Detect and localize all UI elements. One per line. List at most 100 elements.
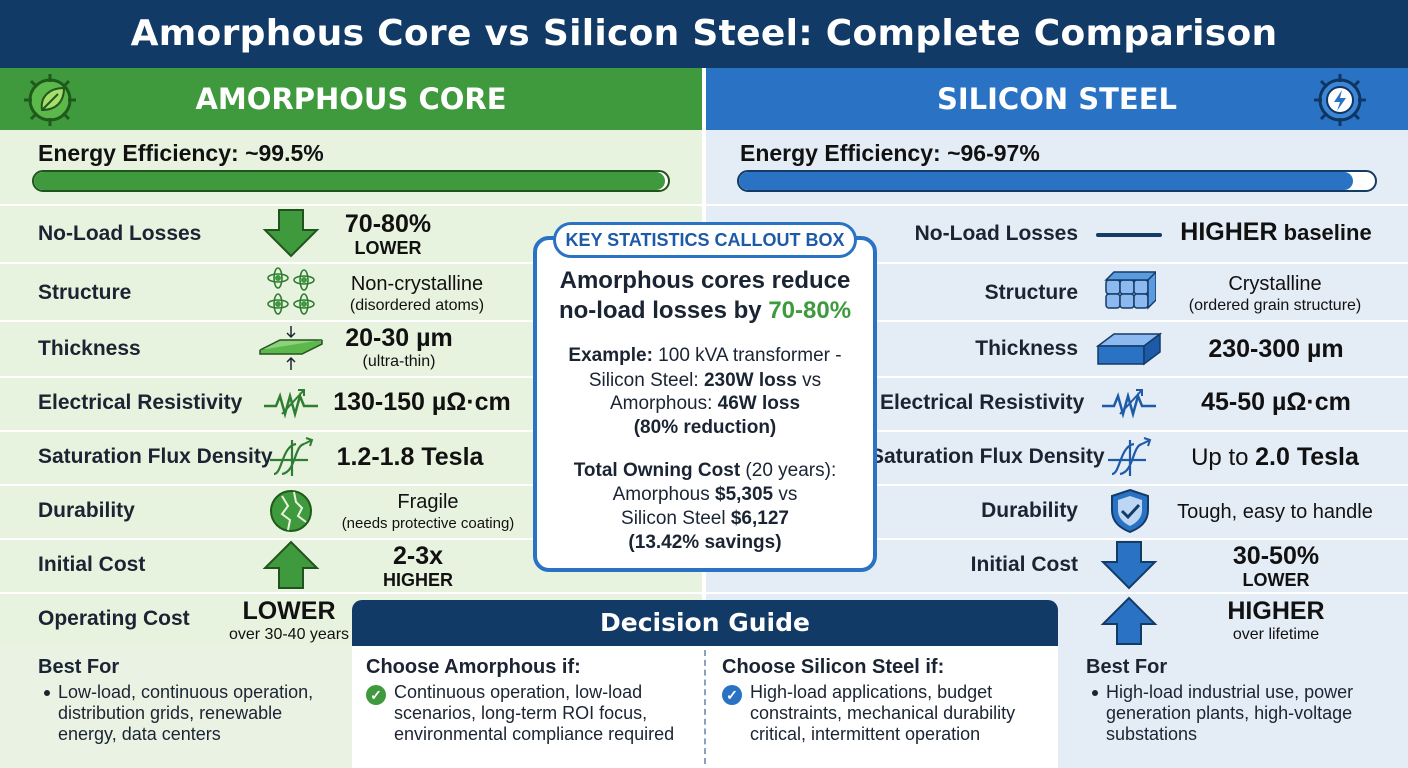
callout-example-line-1: Example: 100 kVA transformer - — [545, 345, 865, 367]
hysteresis-icon — [1108, 437, 1152, 476]
cracked-sphere-icon — [270, 490, 312, 532]
thin-sheet-icon — [259, 326, 323, 370]
amorphous-resistivity-value: 130-150 µΩ·cm — [332, 388, 512, 416]
amorphous-structure-sub: (disordered atoms) — [349, 297, 485, 314]
silicon-efficiency-label: Energy Efficiency: ~96-97% — [740, 140, 1040, 166]
amorphous-operating-cost-sub: over 30-40 years — [228, 626, 350, 643]
amorphous-flux-value: 1.2-1.8 Tesla — [330, 443, 490, 471]
dash-icon — [1096, 233, 1162, 237]
amorphous-initial-cost-sub: HIGHER — [382, 570, 453, 590]
decision-silicon-title: Choose Silicon Steel if: — [722, 656, 945, 678]
silicon-structure-label: Structure — [984, 281, 1078, 304]
callout-headline: Amorphous cores reduce no-load losses by… — [545, 266, 865, 326]
callout-toc-text-2b: $5,305 — [715, 484, 774, 505]
callout-example-label: Example: — [568, 345, 653, 366]
callout-toc-text-2c: vs — [773, 484, 798, 505]
silicon-initial-cost-number: 30-50% — [1232, 542, 1320, 570]
silicon-no-load-value: HIGHER baseline — [1176, 220, 1376, 246]
amorphous-efficiency-bar — [32, 170, 670, 192]
amorphous-durability-value: Fragile (needs protective coating) — [334, 490, 522, 534]
silicon-structure-main: Crystalline — [1228, 273, 1322, 295]
decision-guide-title: Decision Guide — [352, 600, 1058, 646]
silicon-operating-cost-sub: over lifetime — [1232, 626, 1320, 643]
callout-example-text-1: 100 kVA transformer - — [652, 345, 842, 366]
silicon-flux-pre: Up to — [1191, 444, 1256, 471]
callout-toc-line-2: Amorphous $5,305 vs — [545, 484, 865, 506]
amorphous-flux-label: Saturation Flux Density — [38, 445, 273, 468]
silicon-operating-cost-main: HIGHER — [1227, 597, 1325, 625]
amorphous-durability-main: Fragile — [397, 491, 459, 513]
silicon-durability-label: Durability — [981, 499, 1078, 522]
callout-toc-text-3b: $6,127 — [730, 508, 789, 529]
amorphous-efficiency-label: Energy Efficiency: ~99.5% — [38, 140, 324, 166]
shield-check-icon — [1111, 488, 1149, 534]
callout-tag: KEY STATISTICS CALLOUT BOX — [553, 222, 857, 258]
callout-example-text-3b: 46W loss — [717, 393, 801, 414]
amorphous-no-load-sub: LOWER — [354, 238, 422, 258]
callout-example-text-2b: 230W loss — [703, 370, 797, 391]
callout-toc-text-2a: Amorphous — [612, 484, 716, 505]
silicon-thickness-number: 230-300 µm — [1208, 335, 1344, 363]
crystal-grain-icon — [1104, 270, 1156, 310]
silicon-no-load-label: No-Load Losses — [914, 222, 1078, 245]
amorphous-best-for-panel — [0, 646, 352, 768]
silicon-operating-cost-value: HIGHER over lifetime — [1196, 597, 1356, 645]
key-statistics-callout — [533, 236, 877, 572]
arrow-up-icon — [1100, 596, 1158, 645]
leaf-gear-icon — [24, 74, 76, 126]
bullet-icon — [1092, 690, 1098, 696]
silicon-no-load-main: HIGHER — [1180, 218, 1278, 246]
amorphous-thickness-value: 20-30 µm (ultra-thin) — [334, 324, 464, 372]
arrow-down-icon — [262, 209, 320, 258]
lightning-gear-icon — [1314, 74, 1366, 126]
amorphous-resistivity-number: 130-150 µΩ·cm — [333, 388, 511, 416]
silicon-initial-cost-sub: LOWER — [1242, 570, 1310, 590]
amorphous-no-load-label: No-Load Losses — [38, 222, 202, 245]
silicon-resistivity-value: 45-50 µΩ·cm — [1186, 388, 1366, 416]
silicon-no-load-rest: baseline — [1277, 220, 1372, 245]
amorphous-structure-value: Non-crystalline (disordered atoms) — [332, 272, 502, 316]
silicon-header: SILICON STEEL — [706, 68, 1408, 130]
amorphous-header-label: AMORPHOUS CORE — [195, 82, 507, 116]
amorphous-thickness-label: Thickness — [38, 337, 141, 360]
silicon-best-for-panel — [1058, 646, 1408, 768]
decision-amorphous-text: Continuous operation, low-load scenarios… — [394, 682, 675, 744]
silicon-resistivity-label: Electrical Resistivity — [880, 391, 1085, 414]
amorphous-structure-main: Non-crystalline — [350, 273, 484, 295]
resistor-icon — [1102, 389, 1156, 419]
amorphous-initial-cost-label: Initial Cost — [38, 553, 146, 576]
silicon-best-for-title: Best For — [1086, 656, 1168, 678]
callout-toc-label: Total Owning Cost — [573, 460, 741, 481]
row-separator — [0, 204, 1408, 206]
silicon-durability-value: Tough, easy to handle — [1172, 500, 1378, 524]
amorphous-initial-cost-value: 2-3x HIGHER — [352, 542, 484, 590]
silicon-flux-label: Saturation Flux Density — [870, 445, 1105, 468]
silicon-structure-value: Crystalline (ordered grain structure) — [1178, 272, 1372, 316]
callout-example-line-4: (80% reduction) — [633, 417, 777, 438]
silicon-flux-main: 2.0 Tesla — [1255, 443, 1359, 471]
amorphous-operating-cost-value: LOWER over 30-40 years — [214, 597, 364, 645]
callout-toc-text-3a: Silicon Steel — [621, 508, 731, 529]
amorphous-thickness-sub: (ultra-thin) — [362, 353, 436, 370]
hysteresis-icon — [270, 437, 314, 476]
callout-toc-text-1: (20 years): — [740, 460, 837, 481]
page-title: Amorphous Core vs Silicon Steel: Complet… — [0, 0, 1408, 68]
silicon-header-label: SILICON STEEL — [936, 82, 1177, 116]
callout-example-text-2c: vs — [796, 370, 822, 391]
atoms-icon — [267, 267, 315, 315]
amorphous-structure-label: Structure — [38, 281, 132, 304]
silicon-resistivity-number: 45-50 µΩ·cm — [1201, 388, 1351, 416]
silicon-initial-cost-value: 30-50% LOWER — [1206, 542, 1346, 590]
callout-example-text-3a: Amorphous: — [609, 393, 718, 414]
callout-toc-line-4: (13.42% savings) — [628, 532, 782, 553]
resistor-icon — [264, 389, 318, 419]
silicon-best-for-text: High-load industrial use, power generati… — [1106, 682, 1354, 744]
thick-sheet-icon — [1095, 332, 1163, 366]
amorphous-durability-label: Durability — [38, 499, 135, 522]
silicon-efficiency-bar — [737, 170, 1377, 192]
amorphous-operating-cost-main: LOWER — [242, 597, 336, 625]
decision-silicon-text: High-load applications, budget constrain… — [750, 682, 1016, 744]
check-circle-icon: ✓ — [722, 685, 742, 705]
callout-example-line-3: Amorphous: 46W loss — [545, 393, 865, 415]
bullet-icon — [44, 690, 50, 696]
